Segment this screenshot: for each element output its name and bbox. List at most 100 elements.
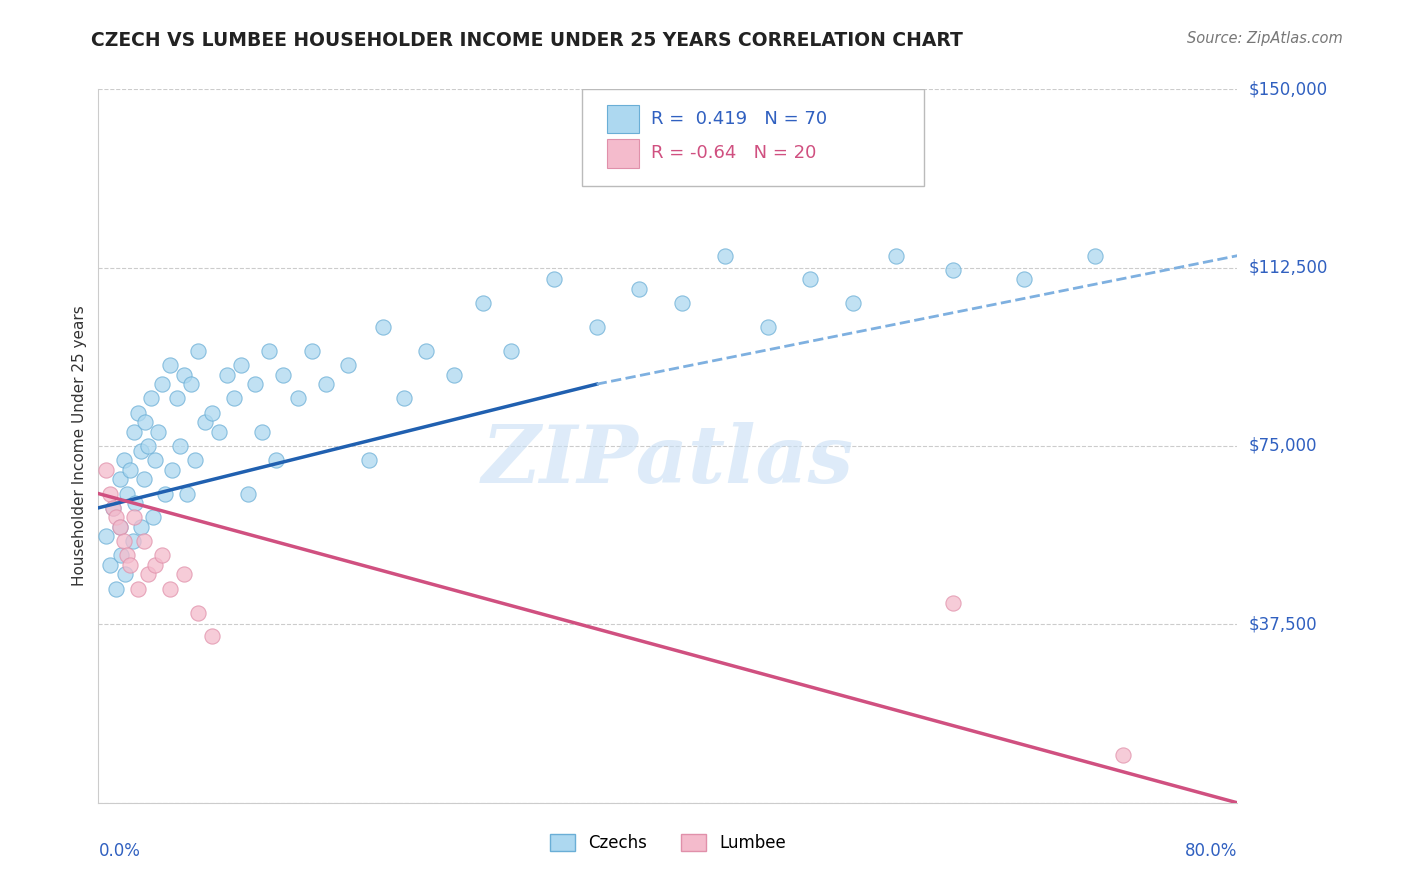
Text: $37,500: $37,500 [1249, 615, 1317, 633]
Point [108, 520, 131, 534]
Point [104, 510, 127, 524]
Point [145, 558, 167, 572]
Point [357, 453, 380, 467]
Point [98, 486, 121, 500]
Point [236, 486, 259, 500]
FancyBboxPatch shape [607, 139, 640, 168]
Point [201, 406, 224, 420]
Point [141, 510, 163, 524]
Point [259, 343, 281, 358]
Point [215, 368, 238, 382]
Point [132, 534, 155, 549]
Point [127, 582, 149, 596]
Point [201, 629, 224, 643]
Point [471, 296, 494, 310]
Point [112, 534, 135, 549]
Point [671, 296, 693, 310]
Point [315, 377, 337, 392]
Legend: Czechs, Lumbee: Czechs, Lumbee [543, 827, 793, 859]
Point [112, 453, 135, 467]
Point [184, 453, 207, 467]
Point [152, 377, 174, 392]
Point [115, 486, 138, 500]
Point [101, 500, 124, 515]
Point [884, 249, 907, 263]
Point [443, 368, 465, 382]
Point [842, 296, 865, 310]
Point [394, 392, 416, 406]
Point [169, 439, 191, 453]
Point [173, 567, 195, 582]
Point [166, 392, 188, 406]
Point [114, 567, 136, 582]
Point [104, 582, 127, 596]
Point [134, 415, 156, 429]
Point [98, 558, 121, 572]
Point [942, 596, 965, 610]
Point [108, 520, 131, 534]
Point [250, 425, 273, 439]
Point [122, 510, 145, 524]
Point [301, 343, 323, 358]
Point [132, 472, 155, 486]
Point [122, 425, 145, 439]
Text: Source: ZipAtlas.com: Source: ZipAtlas.com [1187, 31, 1343, 46]
Text: $75,000: $75,000 [1249, 437, 1317, 455]
Point [336, 358, 359, 372]
Point [173, 368, 195, 382]
Point [118, 463, 141, 477]
Point [222, 392, 245, 406]
Point [121, 534, 143, 549]
Point [101, 500, 124, 515]
Point [187, 343, 209, 358]
Point [756, 320, 779, 334]
Text: $112,500: $112,500 [1249, 259, 1327, 277]
Point [159, 358, 181, 372]
Y-axis label: Householder Income Under 25 years: Householder Income Under 25 years [72, 306, 87, 586]
Point [1112, 748, 1135, 763]
Point [155, 486, 177, 500]
Text: R =  0.419   N = 70: R = 0.419 N = 70 [651, 111, 827, 128]
Text: ZIPatlas: ZIPatlas [482, 422, 853, 499]
Point [148, 425, 170, 439]
Point [243, 377, 266, 392]
Point [129, 443, 152, 458]
Point [115, 549, 138, 563]
Point [139, 392, 162, 406]
Point [799, 272, 821, 286]
Point [942, 263, 965, 277]
Point [501, 343, 523, 358]
Point [373, 320, 395, 334]
Point [1084, 249, 1107, 263]
Point [94, 529, 117, 543]
Point [94, 463, 117, 477]
Point [543, 272, 565, 286]
Point [162, 463, 184, 477]
Point [194, 415, 217, 429]
Point [628, 282, 651, 296]
Point [187, 606, 209, 620]
Point [415, 343, 437, 358]
Point [159, 582, 181, 596]
Text: 80.0%: 80.0% [1185, 842, 1237, 860]
Point [714, 249, 737, 263]
Text: 0.0%: 0.0% [98, 842, 141, 860]
Point [152, 549, 174, 563]
Point [266, 453, 288, 467]
Point [585, 320, 607, 334]
Point [110, 549, 132, 563]
FancyBboxPatch shape [607, 105, 640, 134]
Text: CZECH VS LUMBEE HOUSEHOLDER INCOME UNDER 25 YEARS CORRELATION CHART: CZECH VS LUMBEE HOUSEHOLDER INCOME UNDER… [91, 31, 963, 50]
Point [118, 558, 141, 572]
Point [229, 358, 252, 372]
Point [127, 406, 149, 420]
Text: R = -0.64   N = 20: R = -0.64 N = 20 [651, 145, 815, 162]
Point [145, 453, 167, 467]
FancyBboxPatch shape [582, 89, 924, 186]
Point [129, 520, 152, 534]
Point [180, 377, 202, 392]
Text: $150,000: $150,000 [1249, 80, 1327, 98]
Point [124, 496, 146, 510]
Point [1012, 272, 1035, 286]
Point [108, 472, 131, 486]
